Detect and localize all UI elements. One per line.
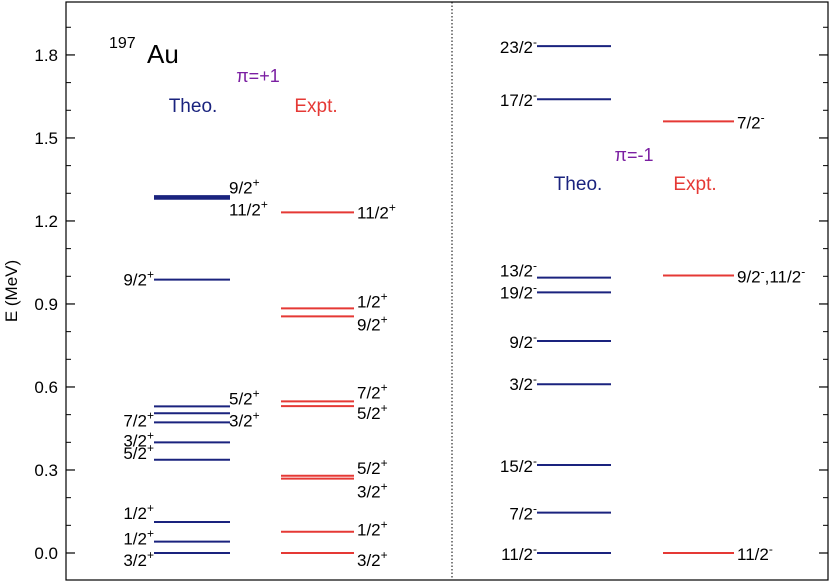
y-tick-label: 0.6 xyxy=(34,378,58,397)
theo-level-label: 3/2+ xyxy=(123,428,154,450)
expt-level-label: 11/2- xyxy=(737,542,773,564)
element-symbol: Au xyxy=(147,39,179,69)
expt-level-label: 1/2+ xyxy=(357,518,388,540)
parity-label-negative: π=-1 xyxy=(615,145,654,165)
y-axis: 0.0 0.3 0.6 0.9 1.2 1.5 1.8 xyxy=(34,26,828,563)
expt-label-positive: Expt. xyxy=(294,96,337,117)
theo-level-label: 7/2- xyxy=(509,502,537,524)
theo-level-label: 3/2+ xyxy=(229,408,260,430)
theo-level-label: 1/2+ xyxy=(123,527,154,549)
y-tick-label: 1.2 xyxy=(34,212,58,231)
theo-level-label: 5/2+ xyxy=(123,441,154,463)
expt-level-label: 3/2+ xyxy=(357,480,388,502)
theo-level-label: 5/2+ xyxy=(229,386,260,408)
theo-level-label: 7/2+ xyxy=(123,408,154,430)
theo-level-label: 11/2- xyxy=(501,542,537,564)
levels-layer: 3/2+1/2+1/2+5/2+3/2+7/2+ 3/2+5/2+9/2+9/2+… xyxy=(123,35,805,570)
theo-level-label: 9/2+ xyxy=(123,268,154,290)
theo-label-positive: Theo. xyxy=(169,96,218,117)
theo-level-label: 3/2- xyxy=(509,372,537,394)
expt-level-label: 5/2+ xyxy=(357,456,388,478)
parity-label-positive: π=+1 xyxy=(236,66,279,86)
y-axis-label: E (MeV) xyxy=(2,260,21,322)
theo-level-label: 3/2+ xyxy=(123,548,154,570)
theo-level-label: 15/2- xyxy=(500,454,537,476)
y-tick-label: 0.3 xyxy=(34,461,58,480)
theo-level-label: 11/2+ xyxy=(229,198,268,220)
theo-level-label: 17/2- xyxy=(500,88,537,110)
expt-level-label: 5/2+ xyxy=(357,401,388,423)
expt-level-label: 9/2-,11/2- xyxy=(737,264,805,286)
theo-level-label: 1/2+ xyxy=(123,501,154,523)
plot-frame xyxy=(65,1,829,581)
theo-label-negative: Theo. xyxy=(554,174,603,195)
expt-level-label: 11/2+ xyxy=(357,200,396,222)
theo-level-label: 9/2+ xyxy=(229,175,260,197)
expt-level-label: 7/2+ xyxy=(357,380,388,402)
theo-level-label: 9/2- xyxy=(509,330,537,352)
expt-level-label: 3/2+ xyxy=(357,548,388,570)
theo-level-label: 23/2- xyxy=(500,35,537,57)
expt-level-label: 7/2- xyxy=(737,110,765,132)
theo-level-label: 19/2- xyxy=(500,280,537,302)
theo-level-label: 13/2- xyxy=(500,259,537,281)
mass-number: 197 xyxy=(109,35,136,52)
y-tick-label: 0.9 xyxy=(34,295,58,314)
y-tick-label: 0.0 xyxy=(34,544,58,563)
expt-level-label: 1/2+ xyxy=(357,289,388,311)
expt-level-label: 9/2+ xyxy=(357,312,388,334)
nucleus-label: 197 Au xyxy=(109,35,179,69)
y-tick-label: 1.8 xyxy=(34,46,58,65)
y-tick-label: 1.5 xyxy=(34,129,58,148)
expt-label-negative: Expt. xyxy=(673,174,716,195)
